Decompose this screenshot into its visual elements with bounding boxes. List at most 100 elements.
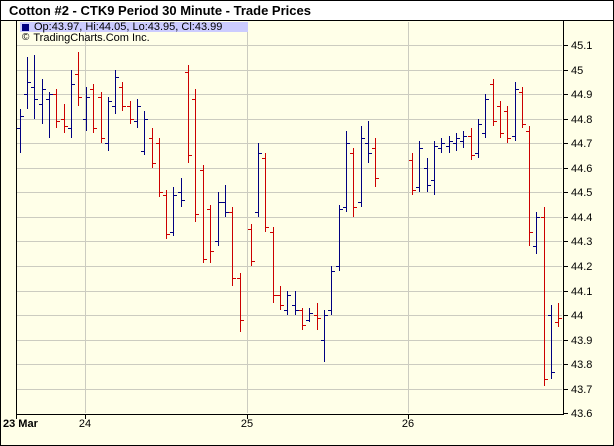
ohlc-bar — [24, 57, 31, 109]
ohlc-bar — [526, 126, 533, 246]
axes — [16, 21, 568, 419]
ohlc-bar — [83, 87, 90, 131]
ohlc-bar — [149, 128, 156, 168]
ohlc-bar — [112, 70, 119, 114]
ohlc-bar — [262, 153, 269, 232]
legend-copyright-row: © TradingCharts.Com Inc. — [20, 32, 248, 44]
ohlc-bar — [409, 153, 416, 195]
ohlc-bar — [548, 305, 555, 379]
ohlc-bars — [17, 52, 562, 386]
ohlc-bar — [350, 148, 357, 217]
axis-labels: 45.1 45 44.9 44.8 44.7 44.6 44.5 44.4 44.3 44.2 44… — [3, 40, 592, 430]
title-bar: Cotton #2 - CTK9 Period 30 Minute - Trad… — [1, 1, 613, 21]
ohlc-bar — [306, 308, 313, 322]
y-tick-label: 44 — [571, 310, 583, 322]
ohlc-bar — [336, 205, 343, 271]
y-tick-label: 44.9 — [571, 89, 592, 101]
ohlc-bar — [229, 207, 236, 286]
ohlc-bar — [170, 187, 177, 236]
y-tick-label: 43.9 — [571, 335, 592, 347]
ohlc-bar — [490, 79, 497, 126]
y-tick-label: 44.3 — [571, 236, 592, 248]
ohlc-bar — [200, 165, 207, 263]
ohlc-bar — [156, 138, 163, 197]
ohlc-bar — [512, 82, 519, 141]
ohlc-bar — [53, 89, 60, 128]
ohlc-bar — [75, 52, 82, 106]
ohlc-bar — [222, 185, 229, 217]
ohlc-bar — [482, 94, 489, 138]
ohlc-bar — [314, 303, 321, 330]
ohlc-bar — [299, 308, 306, 330]
ohlc-bar — [207, 205, 214, 263]
ohlc-bar — [372, 138, 379, 187]
ohlc-bar — [277, 286, 284, 310]
ohlc-bar — [416, 141, 423, 192]
ohlc-bar — [46, 92, 53, 138]
y-tick-label: 44.1 — [571, 286, 592, 298]
ohlc-bar — [127, 101, 134, 124]
ohlc-bar — [134, 99, 141, 128]
ohlc-bar — [431, 141, 438, 195]
ohlc-bar — [468, 128, 475, 160]
ohlc-bar — [90, 84, 97, 133]
y-tick-label: 43.7 — [571, 384, 592, 396]
x-tick-label: 26 — [402, 418, 414, 430]
x-tick-label: 23 Mar — [3, 418, 39, 430]
legend-ohlc-row: Op:43.97, Hi:44.05, Lo:43.95, Cl:43.99 — [20, 21, 248, 33]
y-tick-label: 44.5 — [571, 187, 592, 199]
ohlc-bar — [460, 131, 467, 148]
ohlc-bar — [61, 104, 68, 133]
ohlc-bar — [185, 65, 192, 163]
y-tick-label: 45 — [571, 65, 583, 77]
ohlc-bar — [255, 143, 262, 217]
ohlc-bar — [358, 126, 365, 207]
ohlc-bar — [497, 101, 504, 138]
ohlc-bar — [141, 111, 148, 155]
series-marker-icon — [22, 23, 29, 31]
x-tick-label: 25 — [241, 418, 253, 430]
ohlc-bar — [215, 192, 222, 246]
ohlc-bar — [438, 138, 445, 153]
ohlc-bar — [519, 87, 526, 128]
gridlines — [17, 22, 562, 413]
ohlc-bar — [541, 207, 548, 386]
y-tick-label: 44.6 — [571, 163, 592, 175]
y-tick-label: 43.8 — [571, 359, 592, 371]
ohlc-bar — [119, 82, 126, 111]
ohlc-bar — [178, 178, 185, 207]
y-tick-label: 44.4 — [571, 212, 592, 224]
ohlc-bar — [31, 55, 38, 119]
ohlc-bar — [365, 121, 372, 163]
ohlc-bar — [68, 70, 75, 138]
ohlc-bar — [475, 119, 482, 158]
ohlc-bar — [39, 79, 46, 124]
chart-legend: Op:43.97, Hi:44.05, Lo:43.95, Cl:43.99 ©… — [20, 21, 248, 44]
legend-ohlc-text: Op:43.97, Hi:44.05, Lo:43.95, Cl:43.99 — [34, 21, 223, 33]
ohlc-bar — [105, 97, 112, 151]
ohlc-bar — [163, 190, 170, 239]
ohlc-bar — [446, 136, 453, 153]
x-tick-label: 24 — [79, 418, 91, 430]
ohlc-bar — [248, 224, 255, 266]
ohlc-bar — [453, 133, 460, 151]
ohlc-bar — [270, 227, 277, 303]
ohlc-bar — [98, 92, 105, 143]
y-tick-label: 44.2 — [571, 261, 592, 273]
ohlc-bar — [237, 273, 244, 332]
legend-copyright-text: TradingCharts.Com Inc. — [33, 32, 150, 44]
ohlc-bar — [292, 291, 299, 315]
ohlc-bar — [533, 212, 540, 254]
y-tick-label: 44.8 — [571, 114, 592, 126]
y-tick-label: 45.1 — [571, 40, 592, 52]
ohlc-bar — [328, 266, 335, 315]
ohlc-bar — [343, 131, 350, 212]
ohlc-bar — [17, 109, 24, 153]
y-tick-label: 44.7 — [571, 138, 592, 150]
copyright-icon: © — [22, 32, 30, 43]
ohlc-bar — [504, 106, 511, 143]
ohlc-bar — [321, 310, 328, 362]
ohlc-bar — [424, 158, 431, 192]
